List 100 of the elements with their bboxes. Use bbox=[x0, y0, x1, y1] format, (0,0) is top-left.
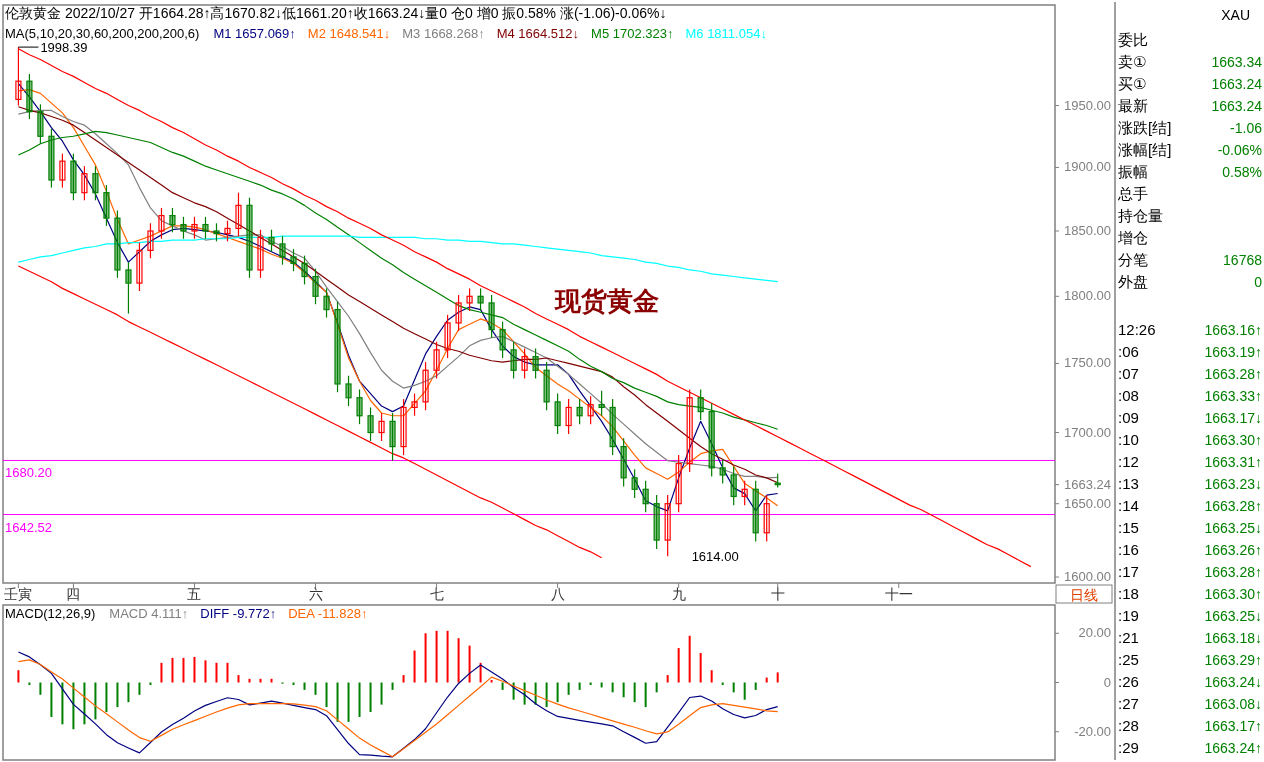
category-label: :21 bbox=[1118, 629, 1139, 646]
category-label: :13 bbox=[1118, 475, 1139, 492]
x-tick-label: 壬寅 bbox=[4, 586, 33, 602]
bar bbox=[743, 682, 746, 700]
bar bbox=[303, 682, 306, 690]
bar bbox=[644, 682, 647, 708]
candlestick bbox=[653, 494, 660, 550]
chart-title: 伦敦黄金 2022/10/27 开1664.28↑高1670.82↓低1661.20↑收1663.24↓量0 仓0 增0 振0.58% 涨(-1.06)-0.06%↓ bbox=[5, 5, 667, 21]
x-tick-label: 六 bbox=[308, 586, 323, 602]
y-tick-label: 20.00 bbox=[1078, 625, 1111, 641]
category-label: 外盘 bbox=[1118, 273, 1148, 290]
bar bbox=[413, 650, 416, 683]
candlestick bbox=[136, 242, 143, 292]
category-label: :19 bbox=[1118, 607, 1139, 624]
text: 1663.17↑ bbox=[1204, 718, 1262, 734]
candlestick bbox=[279, 235, 286, 266]
candlestick bbox=[81, 165, 88, 201]
bar bbox=[677, 648, 680, 683]
category-label: 持仓量 bbox=[1118, 207, 1163, 224]
candlestick bbox=[411, 393, 418, 417]
bar bbox=[435, 630, 438, 683]
annotation: 1614.00 bbox=[691, 549, 739, 565]
category-label: :17 bbox=[1118, 563, 1139, 580]
category-label: 总手 bbox=[1117, 185, 1148, 202]
text: DEA -11.828↑ bbox=[288, 606, 368, 621]
x-tick-label: 五 bbox=[187, 586, 202, 602]
bar bbox=[699, 652, 702, 683]
text: 1663.28↑ bbox=[1204, 366, 1262, 382]
category-label: :07 bbox=[1118, 365, 1139, 382]
candlestick bbox=[686, 388, 693, 473]
text: 1663.34 bbox=[1211, 54, 1262, 70]
category-label: :28 bbox=[1118, 717, 1139, 734]
category-label: 涨跌[结] bbox=[1118, 119, 1172, 136]
category-label: 卖① bbox=[1118, 53, 1147, 70]
category-label: 12:26 bbox=[1118, 321, 1156, 338]
category-label: :29 bbox=[1118, 739, 1139, 756]
bar bbox=[50, 682, 53, 717]
text: 1663.24 bbox=[1211, 76, 1262, 92]
candlestick bbox=[664, 494, 671, 557]
y-tick-label: 1600.00 bbox=[1064, 569, 1111, 585]
legend-title: MA(5,10,20,30,60,200,200,200,6) bbox=[5, 26, 200, 41]
candlestick bbox=[543, 361, 550, 411]
ref-line-label: 1642.52 bbox=[5, 519, 52, 535]
bar bbox=[237, 675, 240, 683]
annotation: 1998.39 bbox=[40, 40, 88, 56]
category-label: :08 bbox=[1118, 387, 1139, 404]
category-label: 涨幅[结] bbox=[1118, 141, 1172, 158]
candlestick bbox=[587, 395, 594, 425]
text: M5 1702.323↑ bbox=[591, 26, 674, 41]
legend-title: MACD(12,26,9) bbox=[5, 606, 96, 621]
candlestick bbox=[620, 437, 627, 488]
bar bbox=[402, 675, 405, 683]
candlestick bbox=[257, 229, 264, 279]
bar bbox=[490, 680, 493, 683]
bar bbox=[479, 662, 482, 683]
text: 1663.08↓ bbox=[1204, 696, 1262, 712]
candlestick bbox=[400, 398, 407, 456]
candlestick bbox=[103, 184, 110, 227]
candlestick bbox=[697, 388, 704, 421]
ref-line-label: 1680.20 bbox=[5, 465, 52, 481]
text: M6 1811.054↓ bbox=[685, 26, 767, 41]
text: -0.06% bbox=[1217, 142, 1262, 158]
bar bbox=[655, 682, 658, 693]
bar bbox=[369, 682, 372, 713]
bar bbox=[754, 682, 757, 690]
candlestick bbox=[224, 220, 231, 242]
category-label: :10 bbox=[1118, 431, 1139, 448]
candlestick bbox=[554, 393, 561, 435]
candlestick bbox=[290, 248, 297, 272]
text: 0 bbox=[1254, 274, 1262, 290]
category-label: 分笔 bbox=[1118, 251, 1148, 268]
category-label: 振幅 bbox=[1118, 163, 1148, 180]
category-label: 增仓 bbox=[1117, 229, 1148, 246]
candlestick bbox=[521, 347, 528, 380]
candlestick bbox=[169, 207, 176, 233]
text: M2 1648.541↓ bbox=[307, 26, 391, 41]
candlestick bbox=[191, 216, 198, 240]
category-label: :09 bbox=[1118, 409, 1139, 426]
candlestick bbox=[598, 390, 605, 417]
text: 1663.33↑ bbox=[1204, 388, 1262, 404]
candlestick bbox=[510, 341, 517, 380]
category-label: 买① bbox=[1118, 75, 1147, 92]
candlestick bbox=[180, 216, 187, 240]
candlestick bbox=[345, 375, 352, 407]
category-label: :26 bbox=[1118, 673, 1139, 690]
candlestick bbox=[444, 314, 451, 359]
candlestick bbox=[59, 153, 66, 189]
y-tick-label: 1900.00 bbox=[1064, 159, 1111, 175]
text: 1663.17↓ bbox=[1204, 410, 1262, 426]
bar bbox=[446, 630, 449, 683]
candlestick bbox=[147, 222, 154, 259]
text: M4 1664.512↓ bbox=[496, 26, 580, 41]
candlestick bbox=[477, 287, 484, 312]
bar bbox=[94, 682, 97, 720]
text: XAU bbox=[1221, 7, 1250, 23]
text: MACD 4.111↑ bbox=[109, 606, 189, 621]
candlestick bbox=[532, 347, 539, 380]
bar bbox=[270, 678, 273, 683]
bar bbox=[732, 682, 735, 693]
text: 1663.26↑ bbox=[1204, 542, 1262, 558]
